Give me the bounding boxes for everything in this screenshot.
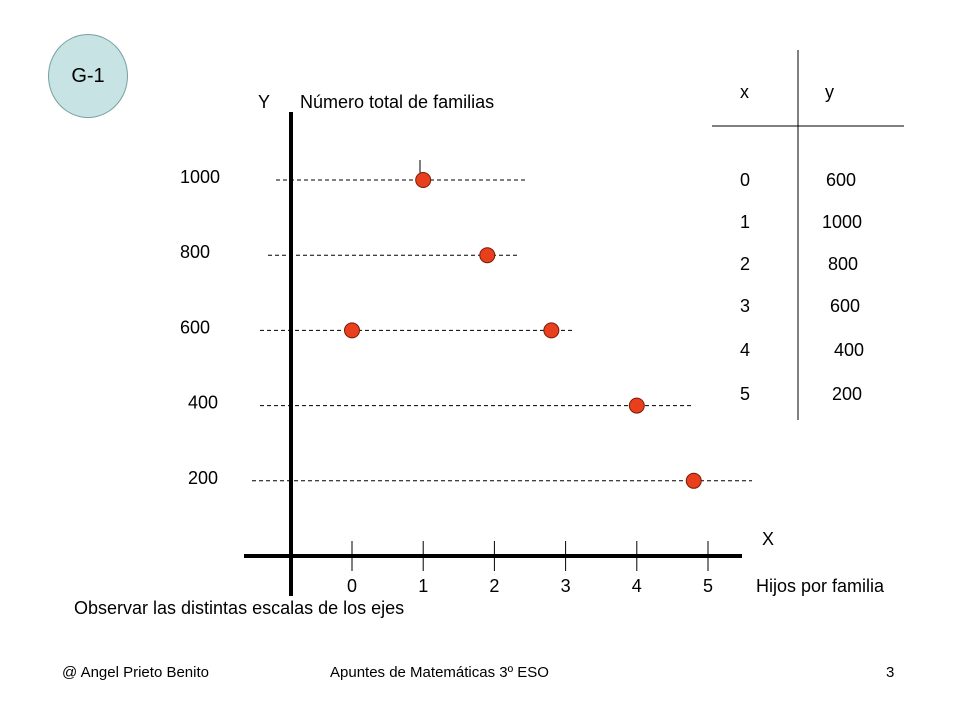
table-row-4-y: 400 [834,340,865,360]
x-tick-label-4: 4 [632,576,642,596]
data-point-1 [415,172,432,188]
table-row-4-x: 4 [740,340,751,360]
y-axis-title: Número total de familias [300,92,494,112]
x-tick-label-1: 1 [418,576,428,596]
x-tick-label-2: 2 [489,576,499,596]
slide-badge: G-1 [48,34,128,118]
badge-label: G-1 [71,64,105,87]
table-row-3-x: 3 [740,296,751,316]
y-tick-label-200: 200 [188,468,218,488]
y-tick-label-400: 400 [188,393,218,413]
x-axis-letter: X [762,529,774,549]
y-tick-label-600: 600 [180,317,210,337]
x-axis-title: Hijos por familia [756,576,885,596]
table-header-y: y [825,82,834,102]
table-row-0-x: 0 [740,170,751,190]
table-row-5-y: 200 [832,384,863,404]
y-tick-label-1000: 1000 [180,167,220,187]
data-point-5 [685,472,702,489]
table-row-1-x: 1 [740,212,751,232]
data-point-3 [543,322,560,339]
table-row-2-y: 800 [828,254,859,274]
table-header-x: x [740,82,749,102]
x-tick-label-0: 0 [347,576,357,596]
table-row-5-x: 5 [740,384,751,404]
footer-page-number: 3 [886,664,895,681]
footer-course: Apuntes de Matemáticas 3º ESO [330,664,549,681]
footer-author: @ Angel Prieto Benito [62,664,209,681]
y-tick-label-800: 800 [180,242,210,262]
x-tick-label-5: 5 [703,576,713,596]
table-row-1-y: 1000 [822,212,863,232]
data-point-0 [344,322,360,339]
y-axis-letter: Y [258,92,270,112]
data-point-2 [479,247,496,264]
table-row-2-x: 2 [740,254,751,274]
data-point-4 [628,397,645,414]
scale-note: Observar las distintas escalas de los ej… [74,598,405,618]
table-row-0-y: 600 [826,170,857,190]
table-row-3-y: 600 [830,296,861,316]
x-tick-label-3: 3 [561,576,571,596]
